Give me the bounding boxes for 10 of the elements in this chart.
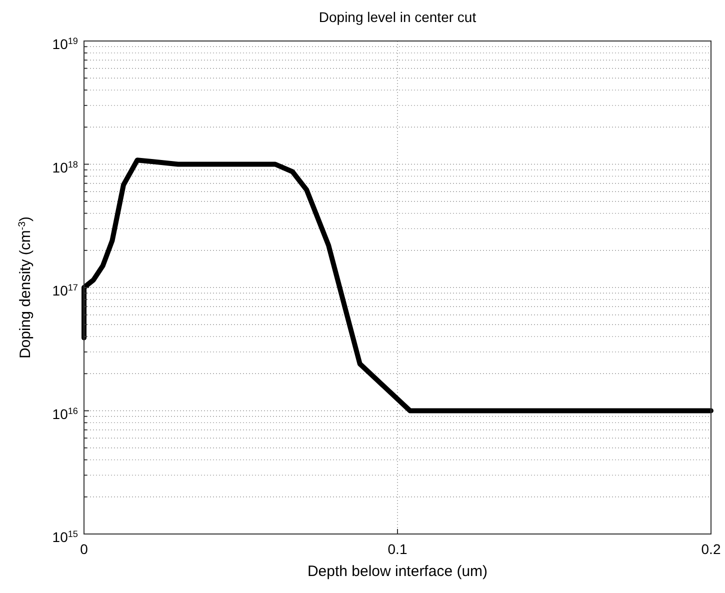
y-tick-label: 10$^{19}$ bbox=[52, 36, 78, 52]
chart-title: Doping level in center cut bbox=[318, 9, 476, 25]
y-tick-label: 10$^{16}$ bbox=[52, 406, 78, 422]
y-tick-label: 10$^{15}$ bbox=[52, 529, 78, 545]
y-tick-label: 10$^{18}$ bbox=[52, 159, 78, 176]
x-tick-label: 0 bbox=[80, 541, 88, 557]
x-axis-title: Depth below interface (um) bbox=[307, 563, 488, 580]
x-tick-label: 0.1 bbox=[388, 541, 408, 557]
y-tick-label: 10$^{17}$ bbox=[52, 282, 78, 298]
x-tick-label: 0.2 bbox=[701, 541, 721, 557]
